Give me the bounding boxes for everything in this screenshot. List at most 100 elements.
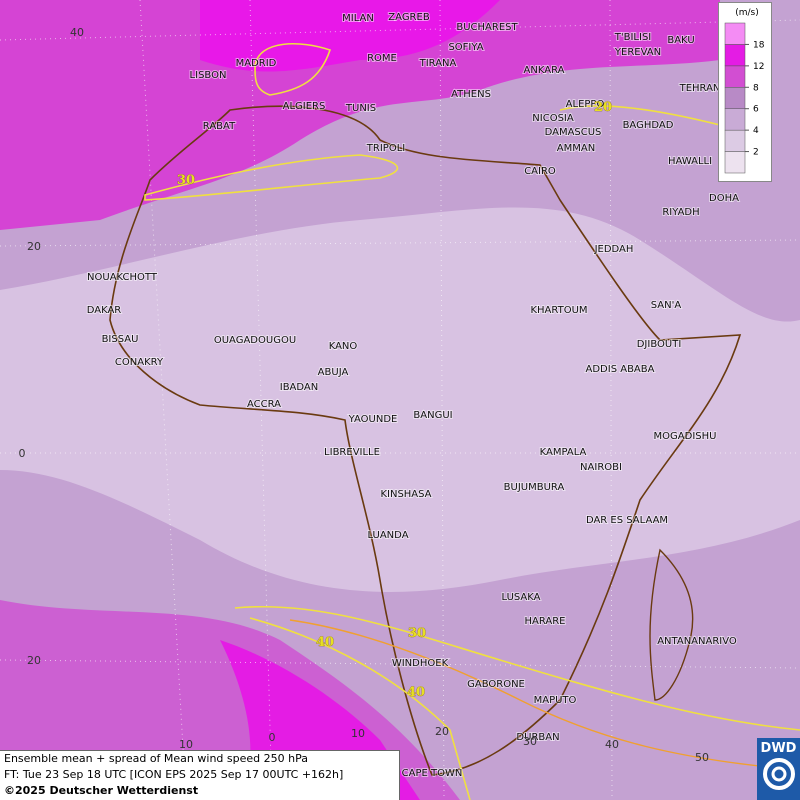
- legend-tick-label: 12: [753, 62, 764, 72]
- legend-swatch: [724, 108, 746, 131]
- city-label: BAKU: [667, 35, 694, 46]
- city-label: MADRID: [236, 58, 277, 69]
- lon-label: 30: [523, 735, 537, 748]
- city-label: LUANDA: [367, 530, 408, 541]
- contour-label: 20: [594, 100, 612, 115]
- city-label: T'BILISI: [614, 32, 651, 43]
- contour-label: 30: [408, 626, 426, 641]
- city-label: DOHA: [709, 193, 739, 204]
- lon-label: 10: [351, 727, 365, 740]
- legend-unit: (m/s): [735, 8, 759, 18]
- contour-label: 40: [316, 635, 334, 650]
- city-label: KHARTOUM: [530, 305, 587, 316]
- city-label: DURBAN: [516, 732, 559, 743]
- city-label: KINSHASA: [380, 489, 431, 500]
- footer: Ensemble mean + spread of Mean wind spee…: [0, 750, 400, 800]
- city-label: KAMPALA: [540, 447, 587, 458]
- footer-line: FT: Tue 23 Sep 18 UTC [ICON EPS 2025 Sep…: [4, 768, 344, 781]
- city-label: BAGHDAD: [623, 120, 674, 131]
- city-label: BANGUI: [413, 410, 452, 421]
- city-label: MAPUTO: [534, 695, 577, 706]
- jet-north: [0, 0, 720, 230]
- city-label: DAMASCUS: [545, 127, 602, 138]
- city-label: GABORONE: [467, 679, 525, 690]
- madagascar: [649, 548, 694, 701]
- city-label: OUAGADOUGOU: [214, 335, 296, 346]
- city-label: RABAT: [203, 121, 236, 132]
- city-label: LUSAKA: [502, 592, 541, 603]
- contour-label: 30: [177, 173, 195, 188]
- city-label: ATHENS: [451, 89, 491, 100]
- city-label: LIBREVILLE: [324, 447, 380, 458]
- logo: DWD: [757, 738, 800, 800]
- contour-label: 40: [407, 685, 425, 700]
- city-label: AMMAN: [557, 143, 595, 154]
- legend: (m/s) 2 4 6 8 12 18: [718, 2, 772, 182]
- city-label: RIYADH: [662, 207, 699, 218]
- city-label: TIRANA: [419, 58, 457, 69]
- lat-label: 0: [19, 447, 26, 460]
- legend-tick-label: 4: [753, 126, 759, 136]
- legend-swatch: [724, 151, 746, 174]
- city-label: IBADAN: [280, 382, 319, 393]
- footer-line: ©2025 Deutscher Wetterdienst: [4, 784, 199, 797]
- city-label: NICOSIA: [532, 113, 574, 124]
- coastline: [109, 105, 742, 776]
- city-label: CAIRO: [524, 166, 556, 177]
- city-label: NOUAKCHOTT: [87, 272, 158, 283]
- city-label: BISSAU: [102, 334, 139, 345]
- city-label: MILAN: [342, 13, 374, 24]
- city-label: WINDHOEK: [392, 658, 449, 669]
- city-label: YAOUNDE: [348, 414, 398, 425]
- city-label: ABUJA: [318, 367, 349, 378]
- city-label: TUNIS: [345, 103, 376, 114]
- legend-swatch: [724, 22, 746, 45]
- city-label: NAIROBI: [580, 462, 622, 473]
- city-label: ALGIERS: [283, 101, 326, 112]
- city-label: BUJUMBURA: [504, 482, 565, 493]
- legend-svg: (m/s) 2 4 6 8 12 18: [724, 8, 765, 174]
- contours: [144, 42, 800, 800]
- calm-zone: [0, 207, 800, 592]
- legend-tick-label: 8: [753, 83, 759, 93]
- legend-swatch: [724, 65, 746, 88]
- legend-swatch: [724, 87, 746, 109]
- city-label: DJIBOUTI: [637, 339, 682, 350]
- city-label: TRIPOLI: [366, 143, 405, 154]
- lon-label: 20: [435, 725, 449, 738]
- city-label: SAN'A: [651, 300, 682, 311]
- city-label: ZAGREB: [388, 12, 430, 23]
- lat-label: 40: [70, 26, 84, 39]
- city-label: HAWALLI: [668, 156, 712, 167]
- city-label: SOFIYA: [448, 42, 483, 53]
- city-label: JEDDAH: [594, 244, 634, 255]
- jet-core: [200, 0, 500, 72]
- lat-label: 20: [27, 654, 41, 667]
- city-label: BUCHAREST: [456, 22, 518, 33]
- city-label: ADDIS ABABA: [586, 364, 655, 375]
- legend-swatch: [724, 129, 746, 152]
- lon-label: 50: [695, 751, 709, 764]
- city-label: MOGADISHU: [654, 431, 717, 442]
- lon-label: 10: [179, 738, 193, 751]
- city-label: CONAKRY: [115, 357, 164, 368]
- footer-line: Ensemble mean + spread of Mean wind spee…: [4, 752, 308, 765]
- city-label: LISBON: [190, 70, 227, 81]
- city-label: ANTANANARIVO: [657, 636, 737, 647]
- logo-icon: [762, 758, 795, 790]
- city-label: HARARE: [524, 616, 565, 627]
- city-label: ANKARA: [524, 65, 565, 76]
- city-label: ALEPPO: [566, 99, 605, 110]
- city-label: DAR ES SALAAM: [586, 515, 668, 526]
- logo-text: DWD: [760, 741, 797, 756]
- city-label: YEREVAN: [614, 47, 661, 58]
- legend-tick-label: 2: [753, 148, 759, 158]
- contours-orange: [289, 619, 800, 771]
- city-label: CAPE TOWN: [402, 768, 463, 779]
- legend-swatch: [724, 44, 746, 67]
- legend-tick-label: 6: [753, 105, 759, 115]
- city-label: TEHRAN: [679, 83, 721, 94]
- city-label: DAKAR: [87, 305, 122, 316]
